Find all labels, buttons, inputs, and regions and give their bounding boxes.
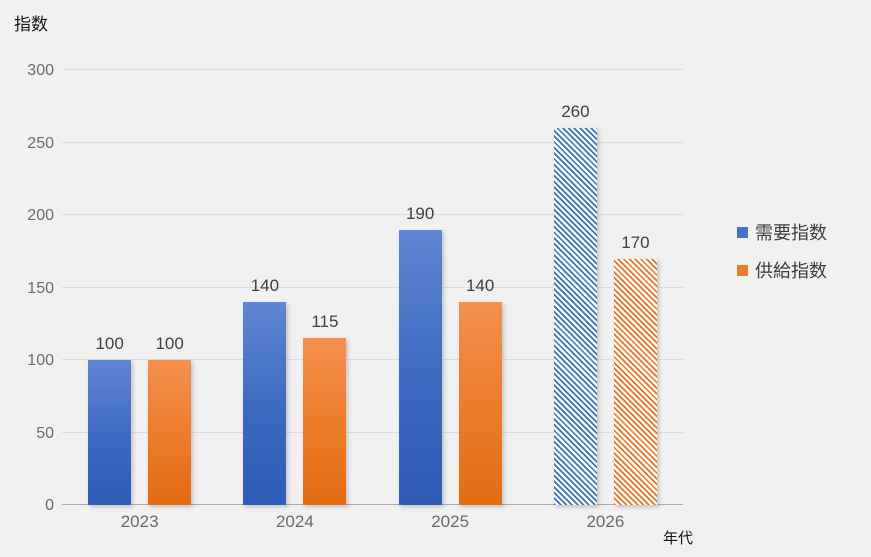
gridline: [62, 359, 683, 360]
gridline: [62, 286, 683, 288]
value-label: 100: [95, 334, 124, 353]
bar-series2-2026: 170: [613, 233, 657, 505]
bar-series2-2025: 140: [458, 276, 502, 505]
bar-group-2026: 260 170 2026: [528, 70, 683, 531]
legend-swatch-icon: [737, 264, 748, 276]
y-tick-label: 250: [27, 134, 54, 152]
legend-label: 需要指数: [755, 223, 827, 243]
legend-label: 供給指数: [755, 261, 827, 281]
gridline: [62, 69, 683, 70]
y-tick-label: 150: [27, 279, 54, 297]
bar-series2-2024: 115: [303, 312, 347, 505]
gridline: [62, 431, 683, 433]
legend-item: 供給指数: [737, 257, 827, 283]
y-axis-title: 指数: [14, 15, 48, 34]
bar-group-2024: 140 115 2024: [217, 70, 372, 531]
y-tick-label: 300: [27, 62, 54, 79]
y-tick-label: 100: [27, 352, 54, 369]
gridline: [62, 141, 683, 143]
y-tick-label: 50: [36, 424, 54, 442]
y-tick-label: 200: [27, 207, 54, 224]
x-tick-label: 2026: [586, 512, 625, 531]
value-label: 140: [465, 276, 495, 295]
bar-group-2023: 100 100 2023: [62, 70, 217, 531]
value-label: 190: [405, 203, 435, 223]
legend: 需要指数 供給指数: [737, 219, 827, 283]
bar-series1-2024: 140: [243, 276, 287, 505]
legend-item: 需要指数: [737, 219, 827, 245]
bar-series1-2026: 260: [553, 102, 597, 505]
value-label: 115: [311, 312, 339, 332]
x-axis-title: 年代: [663, 530, 694, 547]
x-tick-label: 2024: [275, 512, 314, 531]
x-tick-label: 2023: [120, 512, 159, 531]
gridline: [62, 214, 683, 215]
bar-series1-2023: 100: [88, 334, 132, 505]
y-tick-label: 0: [45, 497, 54, 514]
legend-swatch-icon: [737, 226, 748, 238]
x-axis-line: [62, 504, 683, 505]
value-label: 260: [561, 102, 590, 121]
x-tick-label: 2025: [431, 512, 470, 531]
bar-series2-2023: 100: [148, 334, 192, 505]
value-label: 100: [155, 334, 184, 353]
plot-area: 0 50 100 150 200 250 300 100 100 2023 140 115 2024 19…: [27, 62, 683, 531]
bar-series1-2025: 190: [398, 204, 442, 505]
value-label: 140: [250, 276, 280, 295]
bar-group-2025: 190 140 2025: [373, 70, 528, 531]
value-label: 170: [621, 232, 650, 252]
